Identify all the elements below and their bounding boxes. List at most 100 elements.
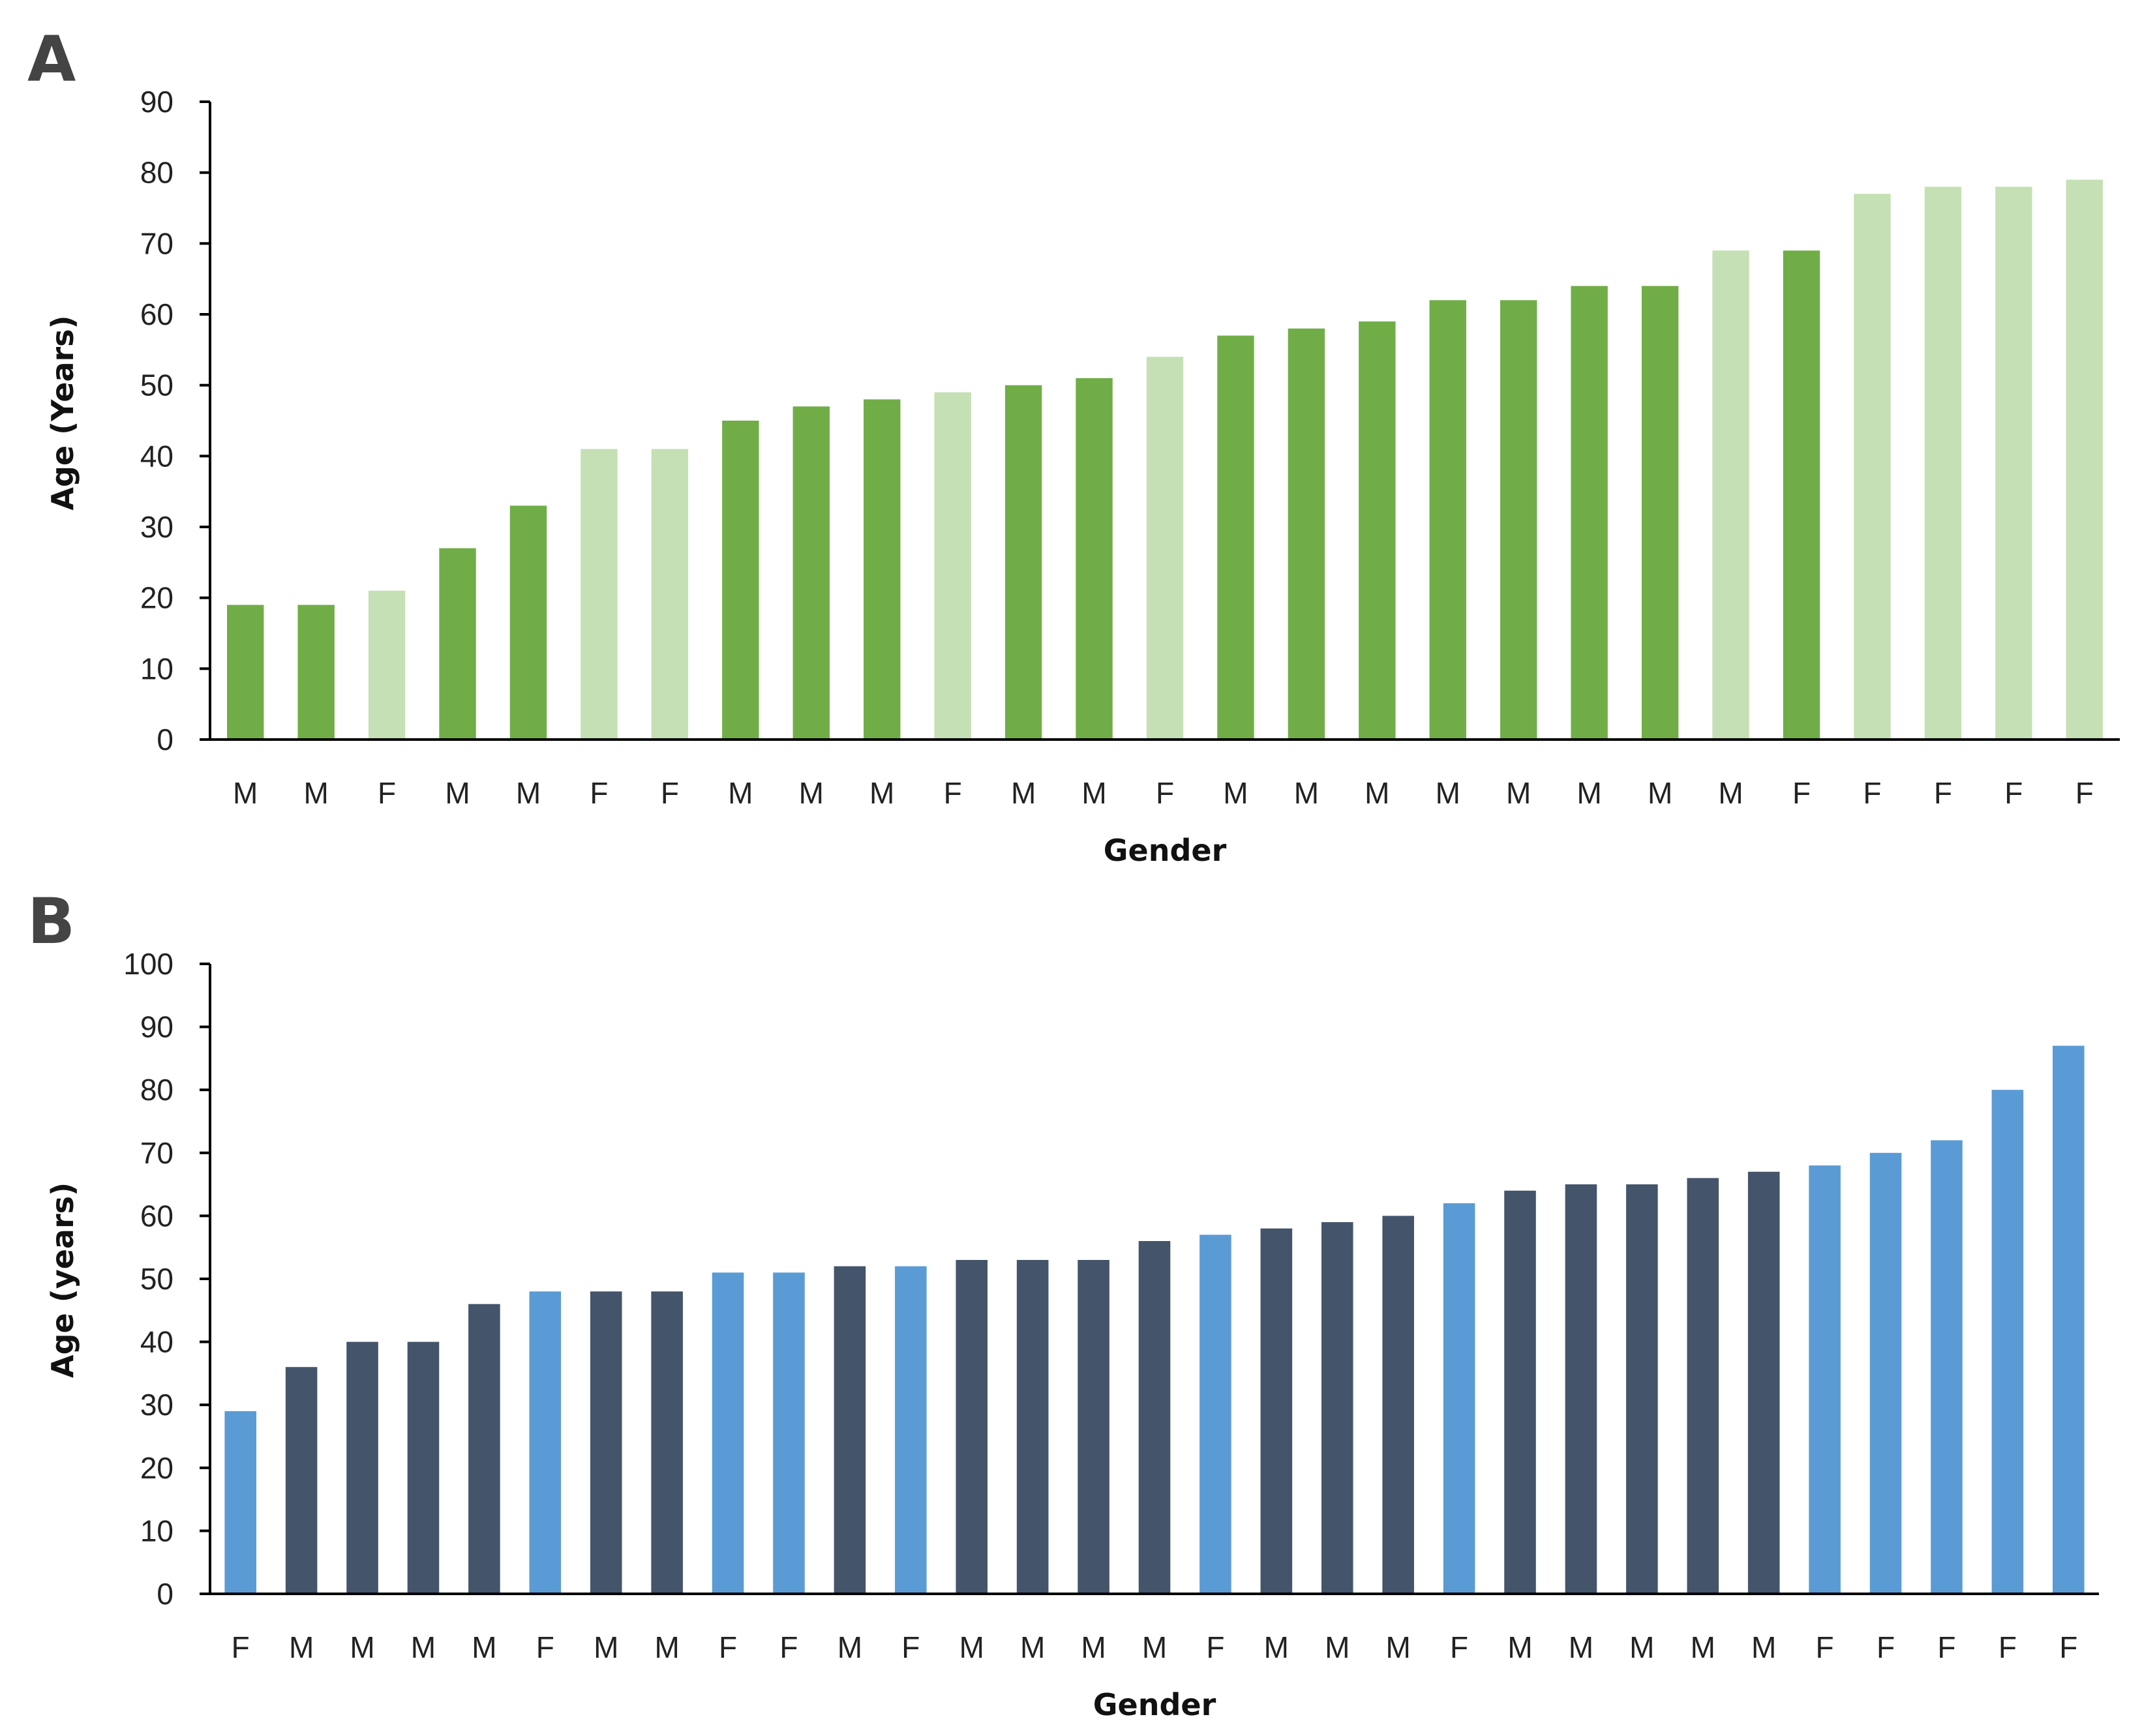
panel-b-y-axis-title: Age (years) xyxy=(45,1182,80,1378)
b-y-tick-label: 0 xyxy=(157,1577,173,1611)
a-x-tick-label: M xyxy=(728,776,753,810)
panel-b-axes xyxy=(209,964,2099,1595)
a-bar xyxy=(1359,321,1396,740)
a-y-tick-label: 0 xyxy=(157,723,173,756)
panel-b-x-axis-title: Gender xyxy=(1093,1687,1216,1722)
b-x-tick-label: M xyxy=(1691,1630,1715,1664)
b-y-tick-label: 50 xyxy=(140,1262,173,1296)
b-bar xyxy=(1443,1203,1475,1594)
panel-b-chart: B 0 10 20 30 40 50 60 70 80 90 100 F M M M M F M M F F M F M M M… xyxy=(27,885,2099,1722)
b-bar xyxy=(1078,1260,1109,1594)
a-x-tick-label: M xyxy=(799,776,824,810)
b-bar xyxy=(346,1341,378,1594)
b-x-tick-label: M xyxy=(1325,1630,1350,1664)
a-bar xyxy=(1783,250,1820,740)
b-bar xyxy=(834,1266,866,1594)
b-x-tick-label: M xyxy=(1142,1630,1167,1664)
panel-a-y-axis-title: Age (Years) xyxy=(45,315,80,510)
a-bar xyxy=(368,590,406,740)
b-bar xyxy=(1504,1190,1536,1594)
b-bar xyxy=(1991,1090,2024,1594)
b-x-tick-label: F xyxy=(2059,1630,2077,1664)
a-x-tick-label: F xyxy=(2004,776,2023,810)
b-x-tick-label: M xyxy=(1020,1630,1045,1664)
a-y-tick-label: 30 xyxy=(140,510,173,544)
a-x-tick-label: M xyxy=(233,776,258,810)
b-x-tick-label: F xyxy=(1206,1630,1224,1664)
b-bar xyxy=(2053,1045,2085,1594)
a-bar xyxy=(1924,187,1962,740)
panel-a-letter: A xyxy=(27,23,76,96)
a-bar xyxy=(1004,385,1042,740)
a-x-tick-label: F xyxy=(2075,776,2094,810)
panel-a-y-ticks: 0 10 20 30 40 50 60 70 80 90 xyxy=(140,85,210,756)
b-y-tick-label: 20 xyxy=(140,1451,173,1485)
a-x-tick-label: F xyxy=(1156,776,1174,810)
b-x-tick-label: M xyxy=(1264,1630,1289,1664)
b-bar xyxy=(1260,1228,1293,1594)
a-x-tick-label: M xyxy=(1648,776,1672,810)
a-bar xyxy=(792,406,830,740)
a-x-tick-label: M xyxy=(516,776,541,810)
b-bar xyxy=(529,1291,562,1594)
a-bar xyxy=(1288,328,1325,740)
b-x-tick-label: F xyxy=(901,1630,920,1664)
a-x-tick-label: M xyxy=(1011,776,1036,810)
a-y-tick-label: 60 xyxy=(140,297,173,331)
a-bar xyxy=(1995,187,2032,740)
a-bar xyxy=(1641,286,1679,740)
b-bar xyxy=(285,1367,318,1594)
a-bar xyxy=(651,449,689,740)
b-x-tick-label: M xyxy=(1569,1630,1593,1664)
a-x-tick-label: M xyxy=(445,776,470,810)
a-x-tick-label: F xyxy=(378,776,396,810)
panel-a-bars xyxy=(227,179,2103,740)
a-bar xyxy=(439,548,476,740)
a-y-tick-label: 10 xyxy=(140,651,173,685)
a-y-tick-label: 20 xyxy=(140,581,173,615)
b-bar xyxy=(1626,1184,1658,1594)
a-y-tick-label: 70 xyxy=(140,226,173,260)
b-x-tick-label: M xyxy=(289,1630,314,1664)
b-x-tick-label: M xyxy=(654,1630,679,1664)
b-x-tick-label: F xyxy=(1999,1630,2017,1664)
b-x-tick-label: M xyxy=(472,1630,496,1664)
b-bar xyxy=(1016,1260,1049,1594)
b-bar xyxy=(895,1266,927,1594)
panel-b-bars xyxy=(224,1045,2085,1594)
b-x-tick-label: M xyxy=(837,1630,862,1664)
b-bar xyxy=(468,1304,500,1594)
b-bar xyxy=(1747,1171,1780,1594)
a-bar xyxy=(509,505,547,740)
b-bar xyxy=(651,1291,683,1594)
a-bar xyxy=(934,392,971,740)
b-x-tick-label: M xyxy=(350,1630,374,1664)
a-x-tick-label: M xyxy=(1506,776,1531,810)
b-x-tick-label: F xyxy=(1937,1630,1955,1664)
a-x-tick-label: F xyxy=(944,776,962,810)
a-y-tick-label: 80 xyxy=(140,156,173,190)
b-y-tick-label: 10 xyxy=(140,1514,173,1548)
a-bar xyxy=(864,399,901,740)
a-x-tick-label: M xyxy=(1436,776,1460,810)
b-bar xyxy=(590,1291,622,1594)
b-y-tick-label: 60 xyxy=(140,1199,173,1233)
b-x-tick-label: M xyxy=(594,1630,618,1664)
b-x-tick-label: F xyxy=(1450,1630,1468,1664)
a-bar xyxy=(227,605,264,740)
a-x-tick-label: F xyxy=(661,776,679,810)
panel-a-axes xyxy=(209,102,2120,741)
a-x-tick-label: M xyxy=(869,776,894,810)
a-bar xyxy=(297,605,335,740)
b-y-tick-label: 80 xyxy=(140,1073,173,1107)
a-x-tick-label: F xyxy=(590,776,608,810)
b-x-tick-label: M xyxy=(1507,1630,1532,1664)
a-bar xyxy=(2066,179,2103,740)
a-y-tick-label: 50 xyxy=(140,368,173,402)
a-bar xyxy=(1500,300,1537,740)
b-x-tick-label: F xyxy=(1877,1630,1895,1664)
panel-a-chart: A 0 10 20 30 40 50 60 70 80 90 M M F M M F F M M M F M M F M M M M… xyxy=(27,23,2120,868)
